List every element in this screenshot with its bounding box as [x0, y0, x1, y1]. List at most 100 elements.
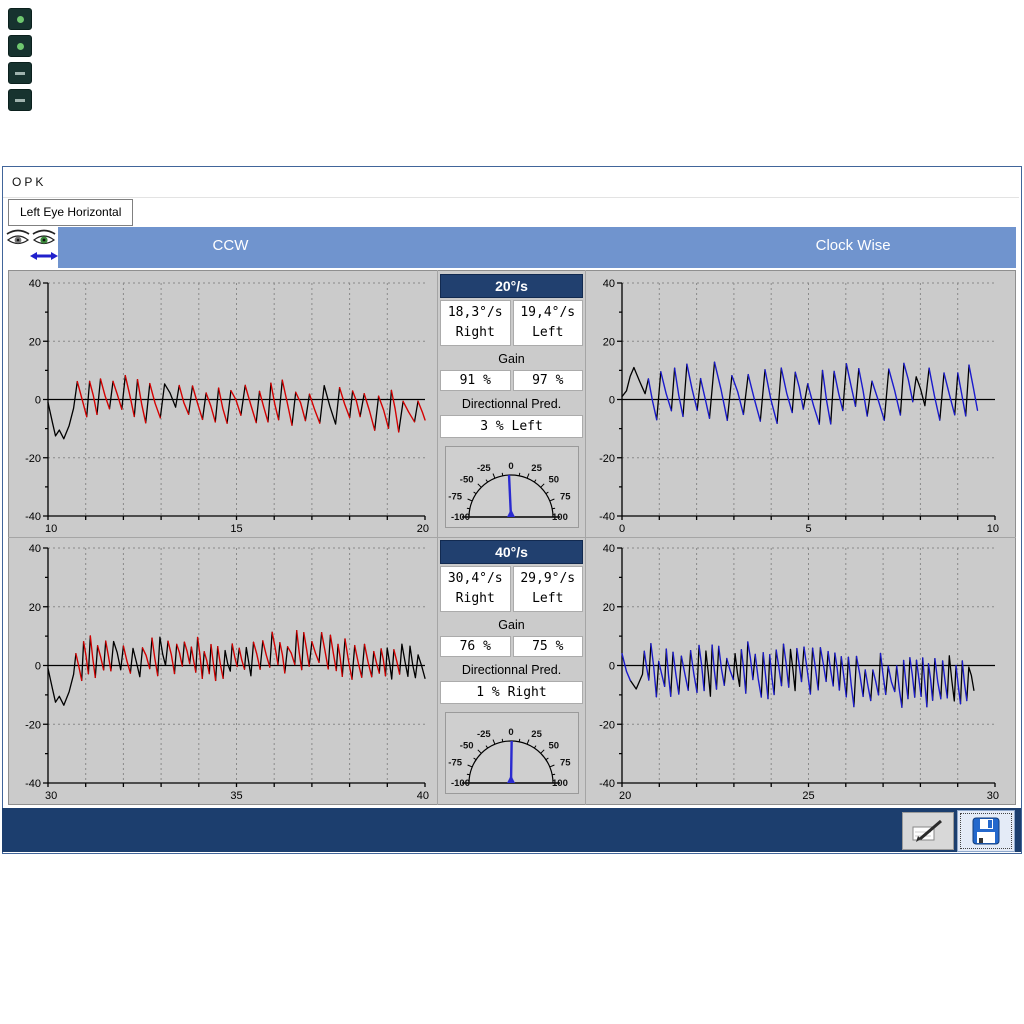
svg-text:-25: -25	[476, 463, 490, 474]
svg-text:30: 30	[45, 790, 57, 802]
svg-text:-40: -40	[25, 778, 41, 790]
speed-header-40: 40°/s	[440, 540, 583, 564]
svg-text:75: 75	[559, 492, 570, 503]
svg-text:0: 0	[508, 461, 513, 472]
chart-ccw-20deg: 40 20 0 -20 -40 10 15 20	[25, 278, 429, 535]
pred-gauge-20: 0 -25 25 -50 50 -75 75 -100 100	[448, 461, 571, 523]
svg-text:75: 75	[559, 758, 570, 769]
ccw-label: CCW	[212, 237, 249, 254]
svg-text:-25: -25	[476, 729, 490, 740]
speed-header-20: 20°/s	[440, 274, 583, 298]
pred-value-20: 3 % Left	[440, 415, 583, 438]
panel-20deg: 20°/s 18,3°/s Right 19,4°/s Left Gain 91…	[440, 274, 583, 528]
svg-text:40: 40	[417, 790, 429, 802]
right-velocity-label-20: Right	[455, 325, 495, 340]
pred-label-20: Directionnal Pred.	[461, 397, 562, 411]
svg-text:50: 50	[548, 475, 559, 486]
pred-gauge-40: 0 -25 25 -50 50 -75 75 -100 100	[448, 727, 571, 789]
svg-text:0: 0	[508, 727, 513, 738]
right-velocity-cell-40: 30,4°/s Right	[440, 566, 511, 612]
svg-text:-75: -75	[448, 492, 462, 503]
edit-report-button[interactable]	[902, 812, 954, 850]
left-velocity-value-40: 29,9°/s	[520, 571, 576, 586]
svg-text:25: 25	[802, 790, 814, 802]
pred-gauge-box-20: 0 -25 25 -50 50 -75 75 -100 100	[444, 446, 579, 528]
app-icon-4[interactable]	[8, 89, 32, 111]
svg-text:20: 20	[603, 602, 615, 614]
right-velocity-cell-20: 18,3°/s Right	[440, 300, 511, 346]
svg-text:20: 20	[417, 523, 429, 535]
left-velocity-label-20: Left	[532, 325, 564, 340]
svg-text:40: 40	[603, 543, 615, 555]
right-velocity-label-40: Right	[455, 591, 495, 606]
svg-text:40: 40	[29, 278, 41, 290]
svg-text:30: 30	[987, 790, 999, 802]
svg-text:-20: -20	[599, 453, 615, 465]
svg-text:-50: -50	[459, 475, 473, 486]
gain-label-40: Gain	[498, 618, 525, 632]
chart-clockwise-20deg: 40 20 0 -20 -40 0 5 10	[599, 278, 999, 535]
svg-text:-50: -50	[459, 741, 473, 752]
pencil-page-icon	[912, 819, 942, 842]
svg-text:20: 20	[29, 602, 41, 614]
app-icon-2-glyph	[16, 42, 24, 50]
svg-text:5: 5	[805, 523, 811, 535]
svg-text:15: 15	[230, 523, 242, 535]
separator-horizontal	[8, 537, 1016, 538]
left-velocity-cell-40: 29,9°/s Left	[512, 566, 583, 612]
left-velocity-value-20: 19,4°/s	[520, 305, 576, 320]
footer-bar	[2, 808, 1021, 852]
gain-right-20: 91 %	[440, 370, 511, 391]
svg-text:20: 20	[603, 336, 615, 348]
svg-text:100: 100	[552, 512, 568, 523]
app-icon-3[interactable]	[8, 62, 32, 84]
app-icon-1-glyph	[16, 15, 24, 23]
app-icon-3-glyph	[15, 71, 25, 75]
left-eye-icon[interactable]	[31, 228, 57, 250]
floppy-disk-icon	[972, 817, 1000, 845]
pred-label-40: Directionnal Pred.	[461, 663, 562, 677]
svg-text:40: 40	[29, 543, 41, 555]
svg-text:-40: -40	[25, 511, 41, 523]
window-title: OPK	[12, 175, 47, 189]
svg-text:10: 10	[45, 523, 57, 535]
svg-text:-20: -20	[599, 719, 615, 731]
gain-left-40: 75 %	[512, 636, 583, 657]
svg-text:20: 20	[29, 336, 41, 348]
svg-text:40: 40	[603, 278, 615, 290]
save-button[interactable]	[957, 810, 1015, 852]
svg-text:-40: -40	[599, 778, 615, 790]
app-icon-1[interactable]	[8, 8, 32, 30]
svg-text:-75: -75	[448, 758, 462, 769]
gain-label-20: Gain	[498, 352, 525, 366]
pred-value-40: 1 % Right	[440, 681, 583, 704]
left-velocity-cell-20: 19,4°/s Left	[512, 300, 583, 346]
right-velocity-value-20: 18,3°/s	[447, 305, 503, 320]
svg-text:25: 25	[531, 463, 542, 474]
svg-text:0: 0	[609, 661, 615, 673]
svg-text:0: 0	[609, 395, 615, 407]
svg-text:0: 0	[35, 661, 41, 673]
svg-text:25: 25	[531, 729, 542, 740]
panel-40deg: 40°/s 30,4°/s Right 29,9°/s Left Gain 76…	[440, 540, 583, 794]
svg-text:-100: -100	[450, 778, 469, 789]
tab-left-eye-horizontal[interactable]: Left Eye Horizontal	[8, 199, 134, 226]
title-divider	[3, 197, 1019, 198]
svg-text:35: 35	[230, 790, 242, 802]
pred-gauge-box-40: 0 -25 25 -50 50 -75 75 -100 100	[444, 712, 579, 794]
chart-ccw-40deg: 40 20 0 -20 -40 30 35 40	[25, 543, 429, 802]
horizontal-arrow-icon	[30, 252, 58, 260]
svg-text:0: 0	[35, 395, 41, 407]
app-icon-2[interactable]	[8, 35, 32, 57]
chart-clockwise-40deg: 40 20 0 -20 -40 20 25 30	[599, 543, 999, 802]
svg-text:-20: -20	[25, 453, 41, 465]
svg-text:-40: -40	[599, 511, 615, 523]
gain-left-20: 97 %	[512, 370, 583, 391]
app-icon-4-glyph	[15, 98, 25, 102]
stimulus-header-bar: CCW Clock Wise	[58, 227, 1016, 268]
gain-right-40: 76 %	[440, 636, 511, 657]
svg-text:100: 100	[552, 778, 568, 789]
right-eye-icon[interactable]	[5, 228, 31, 250]
right-velocity-value-40: 30,4°/s	[447, 571, 503, 586]
clockwise-label: Clock Wise	[815, 237, 891, 254]
